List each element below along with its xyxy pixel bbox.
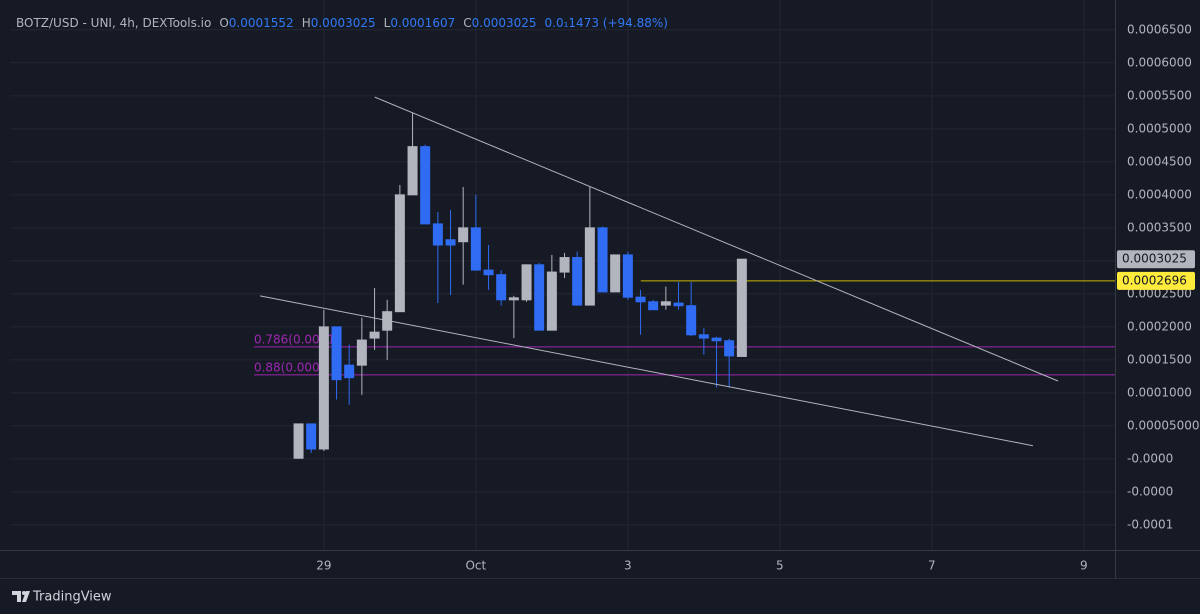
candle-body <box>610 254 621 293</box>
y-tick-label: 0.00005000 <box>1127 418 1200 432</box>
candle-body <box>546 271 557 331</box>
y-tick-label: 0.0002000 <box>1127 319 1192 333</box>
y-tick-label: 0.0006000 <box>1127 55 1192 69</box>
candle-body <box>420 146 431 225</box>
ohlc-label: L <box>383 16 391 30</box>
y-tick-label: -0.0000 <box>1127 484 1173 498</box>
y-tick-label: 0.0004000 <box>1127 187 1192 201</box>
y-tick-label: -0.0001 <box>1127 517 1173 531</box>
candle-body <box>483 269 494 276</box>
brand-logo <box>12 591 30 602</box>
candle-body <box>369 331 380 339</box>
candle-body <box>356 339 367 366</box>
ohlc-value: 0.0001607 <box>390 16 456 30</box>
candle-body <box>432 223 443 246</box>
candle-body <box>306 423 317 450</box>
candle-body <box>458 227 469 243</box>
candle-body <box>622 254 633 298</box>
y-tick-label: 0.0001500 <box>1127 352 1192 366</box>
candle-body <box>635 296 646 303</box>
brand-name: TradingView <box>32 590 112 605</box>
x-tick-label: 3 <box>624 559 632 573</box>
ohlc-value: 0.0003025 <box>310 16 376 30</box>
y-tick-label: 0.0006500 <box>1127 22 1192 36</box>
grid <box>10 0 1115 550</box>
trendline <box>374 96 1059 382</box>
candle-body <box>686 305 697 336</box>
axes: 0.0006500 0.0006000 0.0005500 0.0005000 0.00… <box>316 22 1199 572</box>
candle-body <box>534 264 545 331</box>
price-label: 0.0003025 <box>1122 252 1187 266</box>
candle-body <box>496 274 507 301</box>
candle-body <box>673 302 684 307</box>
candle-body <box>698 334 709 339</box>
candle-body <box>736 258 747 357</box>
ohlc-value: 0.0003025 <box>471 16 537 30</box>
trendlines <box>259 96 1059 447</box>
price-label-box <box>1117 250 1195 269</box>
price-label: 0.0002696 <box>1122 273 1187 287</box>
candle-body <box>711 337 722 342</box>
ohlc-label: O <box>219 16 229 30</box>
price-change: 0.0₁1473 (+94.88%) <box>544 16 668 30</box>
candle-body <box>648 301 659 311</box>
candle-body <box>331 326 342 381</box>
x-tick-label: Oct <box>465 559 486 573</box>
ohlc-value: 0.0001552 <box>228 16 294 30</box>
x-tick-label: 7 <box>928 559 936 573</box>
candle-body <box>559 257 570 273</box>
candle-body <box>572 257 583 306</box>
candle-body <box>660 301 671 306</box>
candle-body <box>445 239 456 246</box>
level-label: 0.786(0.0001 <box>254 332 335 346</box>
candle-body <box>318 326 329 450</box>
y-tick-label: 0.0001000 <box>1127 385 1192 399</box>
legend-header: BOTZ/USD - UNI, 4h, DEXTools.io O0.000155… <box>16 16 676 30</box>
candle-body <box>584 227 595 306</box>
level-label: 0.88(0.0001 <box>254 360 327 374</box>
ohlc-label: C <box>463 16 472 30</box>
candle-body <box>521 264 532 301</box>
ohlc-label: H <box>301 16 311 30</box>
x-tick-label: 9 <box>1080 559 1088 573</box>
candle-body <box>394 194 405 313</box>
candle-body <box>724 340 735 357</box>
candle-body <box>470 227 481 271</box>
candle-body <box>293 423 304 459</box>
x-tick-label: 29 <box>316 559 331 573</box>
candle-body <box>508 297 519 301</box>
candle-body <box>407 146 418 196</box>
candles <box>293 112 747 459</box>
candle-body <box>597 227 608 293</box>
drawings: 0.786(0.0001 0.88(0.0001 <box>253 280 1115 376</box>
trendline <box>259 295 1034 447</box>
symbol-title: BOTZ/USD - UNI, 4h, DEXTools.io <box>16 16 212 30</box>
y-tick-label: 0.0004500 <box>1127 154 1192 168</box>
y-tick-label: 0.0005500 <box>1127 88 1192 102</box>
x-tick-label: 5 <box>776 559 784 573</box>
price-label-box <box>1117 271 1195 290</box>
y-tick-label: 0.0003500 <box>1127 220 1192 234</box>
candle-body <box>344 364 355 379</box>
y-tick-label: 0.0005000 <box>1127 121 1192 135</box>
y-tick-label: -0.0000 <box>1127 451 1173 465</box>
